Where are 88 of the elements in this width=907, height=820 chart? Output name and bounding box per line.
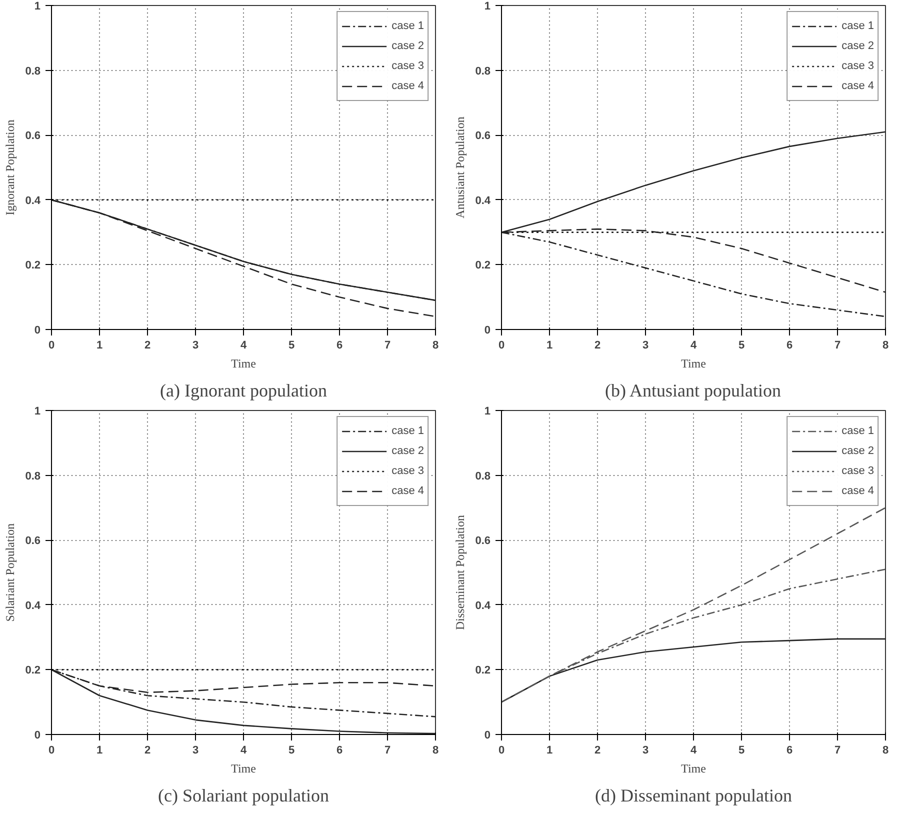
x-axis-title: Time — [231, 356, 256, 370]
x-tick-label: 2 — [594, 340, 601, 352]
y-axis-title: Antusiant Population — [453, 116, 468, 218]
legend-label: case 1 — [392, 425, 424, 437]
text: (b) Antusiant population — [605, 380, 781, 400]
x-tick-label: 3 — [192, 744, 199, 756]
y-tick-label: 0.4 — [475, 194, 492, 207]
y-tick-label: 0.6 — [25, 535, 41, 548]
legend-label: case 4 — [392, 485, 424, 497]
y-tick-label: 0.2 — [25, 260, 41, 272]
x-tick-label: 7 — [384, 340, 391, 352]
x-tick-label: 5 — [288, 340, 295, 352]
y-tick-label: 0.6 — [25, 130, 41, 142]
y-tick-label: 1 — [484, 0, 491, 12]
x-tick-label: 3 — [642, 340, 649, 352]
y-tick-label: 0.6 — [475, 535, 491, 548]
y-tick-label: 1 — [484, 406, 491, 418]
x-tick-label: 1 — [96, 744, 103, 756]
y-tick-label: 0.4 — [25, 600, 42, 612]
y-tick-label: 0.2 — [25, 664, 41, 677]
y-tick-label: 0 — [484, 324, 491, 336]
y-tick-label: 0.8 — [475, 65, 491, 78]
x-tick-label: 0 — [498, 340, 505, 352]
y-tick-label: 0.2 — [475, 664, 491, 677]
text: (c) Solariant population — [158, 786, 329, 806]
y-tick-label: 0 — [34, 324, 41, 336]
legend-label: case 3 — [842, 465, 874, 477]
y-tick-label: 0.4 — [25, 194, 42, 207]
legend-label: case 2 — [392, 445, 424, 457]
y-axis-title: Disseminant Population — [453, 515, 468, 630]
x-tick-label: 6 — [786, 340, 793, 352]
x-tick-label: 8 — [882, 744, 889, 756]
x-tick-label: 4 — [690, 340, 698, 352]
legend-label: case 2 — [842, 40, 874, 52]
x-tick-label: 6 — [336, 340, 343, 352]
x-axis-title: Time — [681, 356, 706, 370]
x-tick-label: 3 — [192, 340, 199, 352]
legend-label: case 4 — [392, 80, 424, 92]
legend-label: case 3 — [392, 60, 424, 72]
x-tick-label: 6 — [786, 744, 793, 756]
x-tick-label: 4 — [690, 744, 698, 756]
x-tick-label: 0 — [48, 744, 55, 756]
y-tick-label: 0 — [34, 730, 41, 742]
y-tick-label: 0.8 — [25, 65, 41, 78]
y-tick-label: 1 — [34, 406, 41, 418]
y-tick-label: 0.6 — [475, 130, 491, 142]
text: (d) Disseminant population — [595, 786, 792, 806]
legend-label: case 2 — [842, 445, 874, 457]
x-axis-title: Time — [231, 762, 256, 776]
x-tick-label: 0 — [48, 340, 55, 352]
legend-label: case 1 — [842, 425, 874, 437]
x-tick-label: 4 — [240, 744, 248, 756]
y-axis-title: Ignorant Population — [3, 120, 18, 216]
x-axis-title: Time — [681, 762, 706, 776]
legend-label: case 1 — [842, 20, 874, 32]
legend-label: case 3 — [842, 60, 874, 72]
x-tick-label: 7 — [384, 744, 391, 756]
x-tick-label: 1 — [96, 340, 103, 352]
x-tick-label: 2 — [144, 744, 151, 756]
y-tick-label: 0.8 — [475, 470, 491, 482]
x-tick-label: 5 — [288, 744, 295, 756]
x-tick-label: 5 — [738, 340, 745, 352]
y-axis-title: Solariant Population — [3, 523, 18, 622]
x-tick-label: 1 — [546, 744, 553, 756]
x-tick-label: 5 — [738, 744, 745, 756]
legend-label: case 3 — [392, 465, 424, 477]
legend-label: case 2 — [392, 40, 424, 52]
x-tick-label: 1 — [546, 340, 553, 352]
x-tick-label: 8 — [882, 340, 889, 352]
x-tick-label: 0 — [498, 744, 505, 756]
text: (a) Ignorant population — [160, 380, 327, 400]
x-tick-label: 2 — [144, 340, 151, 352]
y-tick-label: 1 — [34, 0, 41, 12]
y-tick-label: 0.2 — [475, 260, 491, 272]
y-tick-label: 0.8 — [25, 470, 41, 482]
x-tick-label: 8 — [432, 340, 439, 352]
y-tick-label: 0.4 — [475, 600, 492, 612]
x-tick-label: 7 — [834, 744, 841, 756]
x-tick-label: 8 — [432, 744, 439, 756]
x-tick-label: 6 — [336, 744, 343, 756]
legend-label: case 4 — [842, 485, 874, 497]
x-tick-label: 2 — [594, 744, 601, 756]
x-tick-label: 3 — [642, 744, 649, 756]
y-tick-label: 0 — [484, 730, 491, 742]
x-tick-label: 4 — [240, 340, 248, 352]
x-tick-label: 7 — [834, 340, 841, 352]
legend-label: case 4 — [842, 80, 874, 92]
legend-label: case 1 — [392, 20, 424, 32]
